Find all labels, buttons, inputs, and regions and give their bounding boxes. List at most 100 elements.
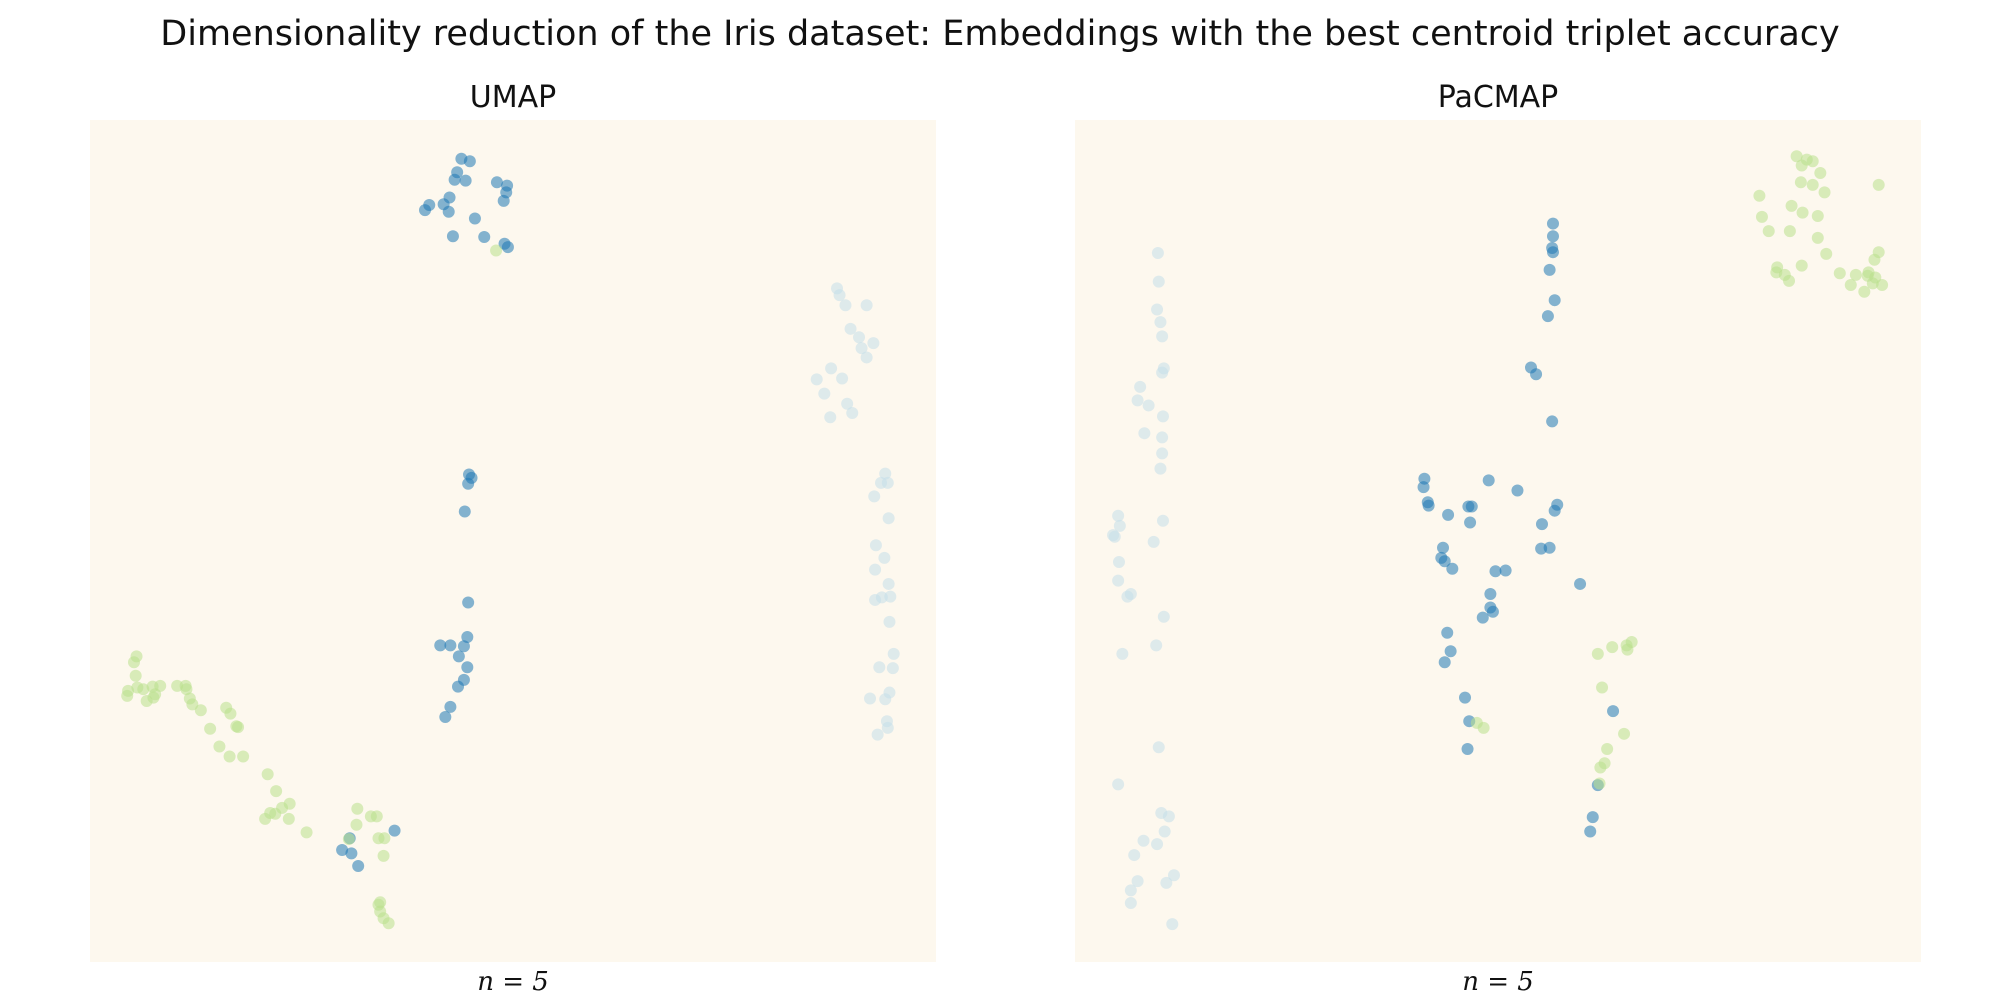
umap-point (873, 661, 886, 674)
umap-point (382, 917, 395, 930)
pacmap-point (1546, 415, 1559, 428)
pacmap-point (1152, 741, 1165, 754)
pacmap-point (1446, 562, 1459, 575)
umap-point (129, 669, 142, 682)
pacmap-point (1594, 761, 1607, 774)
pacmap-point (1113, 519, 1126, 532)
pacmap-point (1156, 366, 1169, 379)
pacmap-point (1546, 230, 1559, 243)
pacmap-point (1762, 225, 1775, 238)
pacmap-point (1131, 875, 1144, 888)
umap-point (882, 512, 895, 525)
umap-point (127, 656, 140, 669)
umap-point (841, 397, 854, 410)
umap-point (439, 710, 452, 723)
pacmap-point (1618, 727, 1631, 740)
figure-title: Dimensionality reduction of the Iris dat… (160, 14, 1839, 54)
pacmap-point (1112, 509, 1125, 522)
pacmap-point (1484, 588, 1497, 601)
pacmap-point (1417, 481, 1430, 494)
pacmap-point (1862, 266, 1875, 279)
pacmap-point (1820, 247, 1833, 260)
pacmap-point (1621, 643, 1634, 656)
umap-point (882, 577, 895, 590)
umap-point (223, 750, 236, 763)
pacmap-plot-area (1075, 120, 1921, 962)
umap-point (224, 707, 237, 720)
pacmap-point (1535, 518, 1548, 531)
pacmap-point (1124, 897, 1137, 910)
pacmap-point (1151, 247, 1164, 260)
umap-point (370, 810, 383, 823)
umap-point (490, 244, 503, 257)
umap-point (230, 720, 243, 733)
umap-point (459, 174, 472, 187)
pacmap-point (1476, 611, 1489, 624)
pacmap-xlabel: n = 5 (1462, 967, 1534, 997)
umap-point (825, 362, 838, 375)
umap-point (501, 241, 514, 254)
pacmap-point (1108, 530, 1121, 543)
umap-point (419, 204, 432, 217)
pacmap-point (1796, 206, 1809, 219)
umap-point (867, 337, 880, 350)
pacmap-point (1586, 811, 1599, 824)
pacmap-point (1872, 178, 1885, 191)
pacmap-point (1811, 231, 1824, 244)
umap-point (490, 176, 503, 189)
pacmap-point (1158, 825, 1171, 838)
pacmap-point (1112, 574, 1125, 587)
umap-point (204, 722, 217, 735)
umap-point (282, 812, 295, 825)
pacmap-point (1442, 508, 1455, 521)
umap-point (452, 680, 465, 693)
pacmap-point (1858, 285, 1871, 298)
umap-point (444, 700, 457, 713)
umap-point (468, 212, 481, 225)
umap-point (442, 205, 455, 218)
umap-point (871, 728, 884, 741)
pacmap-point (1489, 565, 1502, 578)
umap-point (147, 691, 160, 704)
umap-point (836, 372, 849, 385)
umap-point (213, 740, 226, 753)
umap-point (448, 173, 461, 186)
pacmap-point (1162, 810, 1175, 823)
umap-point (186, 698, 199, 711)
umap-point (378, 832, 391, 845)
pacmap-point (1818, 186, 1831, 199)
pacmap-point (1151, 303, 1164, 316)
umap-point (270, 785, 283, 798)
pacmap-point (1166, 918, 1179, 931)
pacmap-point (1548, 294, 1561, 307)
pacmap-point (1607, 705, 1620, 718)
pacmap-point (1543, 541, 1556, 554)
umap-point (352, 860, 365, 873)
umap-panel-title: UMAP (470, 80, 556, 115)
umap-point (345, 847, 358, 860)
umap-point (869, 593, 882, 606)
pacmap-point (1160, 876, 1173, 889)
umap-point (350, 818, 363, 831)
pacmap-point (1876, 279, 1889, 292)
pacmap-point (1156, 410, 1169, 423)
pacmap-point (1438, 656, 1451, 669)
pacmap-point (1783, 274, 1796, 287)
pacmap-point (1422, 499, 1435, 512)
pacmap-point (1157, 610, 1170, 623)
umap-point (878, 551, 891, 564)
umap-point (478, 231, 491, 244)
umap-point (879, 467, 892, 480)
umap-point (824, 411, 837, 424)
pacmap-point (1435, 551, 1448, 564)
pacmap-point (1461, 742, 1474, 755)
umap-point (860, 299, 873, 312)
pacmap-point (1753, 189, 1766, 202)
umap-point (844, 322, 857, 335)
umap-point (853, 331, 866, 344)
umap-point (457, 640, 470, 653)
pacmap-point (1785, 199, 1798, 212)
umap-point (261, 768, 274, 781)
pacmap-point (1795, 259, 1808, 272)
